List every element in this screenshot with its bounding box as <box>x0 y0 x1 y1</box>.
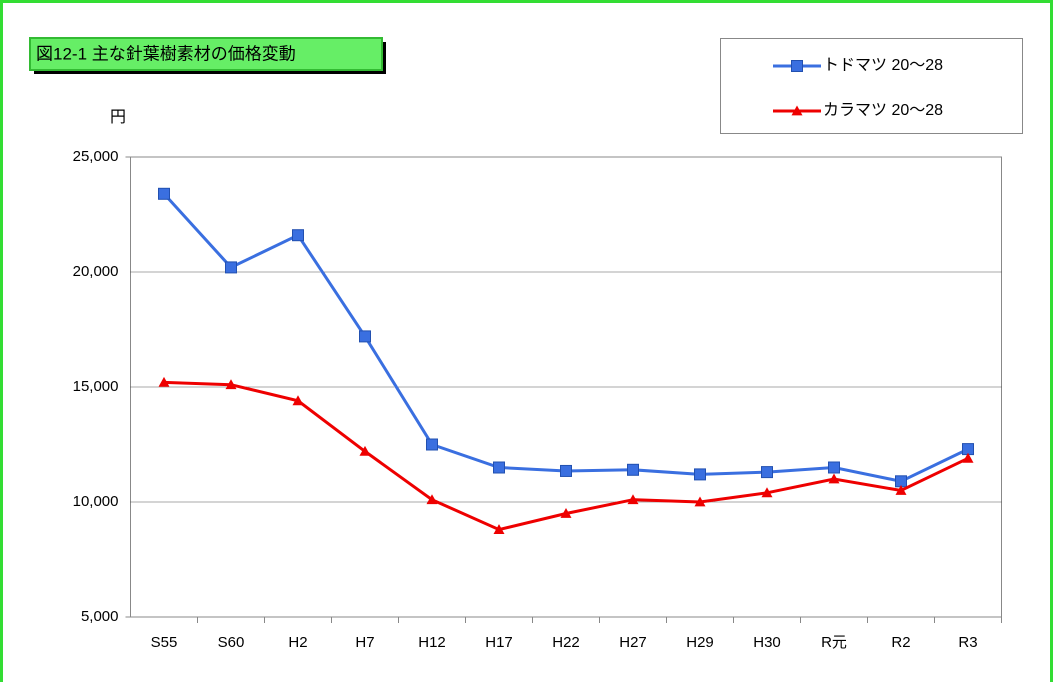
marker <box>791 60 803 72</box>
marker <box>560 508 572 518</box>
x-tick-label: S55 <box>151 634 178 651</box>
x-tick-label: R元 <box>821 634 847 651</box>
marker <box>560 464 572 477</box>
y-tick-label: 5,000 <box>81 608 119 625</box>
x-tick-label: H7 <box>355 634 374 651</box>
y-axis-label: 円 <box>110 109 126 126</box>
series-line <box>163 380 969 532</box>
y-tick-label: 20,000 <box>73 263 119 280</box>
x-tick-label: H2 <box>288 634 307 651</box>
chart-title: 図12-1 主な針葉樹素材の価格変動 <box>36 44 296 63</box>
marker <box>225 379 237 390</box>
marker <box>493 524 505 534</box>
marker <box>828 461 840 474</box>
marker <box>895 485 907 495</box>
legend-label: カラマツ 20～28 <box>823 102 943 119</box>
legend-label: トドマツ 20～28 <box>823 57 943 74</box>
x-tick-label: H29 <box>686 634 714 651</box>
series-line <box>162 192 969 483</box>
x-tick-label: H12 <box>418 634 446 651</box>
x-tick-label: R2 <box>891 634 910 651</box>
y-tick-label: 15,000 <box>73 378 119 395</box>
marker <box>828 473 840 484</box>
marker <box>426 438 438 451</box>
y-tick-label: 25,000 <box>73 148 119 165</box>
marker <box>426 494 438 505</box>
marker <box>359 330 371 343</box>
x-tick-label: H22 <box>552 634 580 651</box>
y-tick-label: 10,000 <box>73 493 119 510</box>
marker <box>292 395 304 406</box>
marker <box>158 187 170 200</box>
x-tick-label: S60 <box>218 634 245 651</box>
marker <box>694 468 706 481</box>
marker <box>791 105 803 116</box>
x-tick-label: H27 <box>619 634 647 651</box>
marker <box>292 229 304 242</box>
marker <box>225 261 237 274</box>
marker <box>627 463 639 476</box>
legend-box <box>720 38 1023 134</box>
title-box <box>29 37 383 71</box>
x-tick-label: H17 <box>485 634 513 651</box>
marker <box>158 376 170 387</box>
marker <box>962 452 974 463</box>
marker <box>627 494 639 505</box>
marker <box>694 496 706 507</box>
marker <box>359 445 371 456</box>
marker <box>761 466 773 479</box>
x-tick-label: R3 <box>958 634 977 651</box>
marker <box>493 461 505 474</box>
x-tick-label: H30 <box>753 634 781 651</box>
marker <box>761 487 773 498</box>
